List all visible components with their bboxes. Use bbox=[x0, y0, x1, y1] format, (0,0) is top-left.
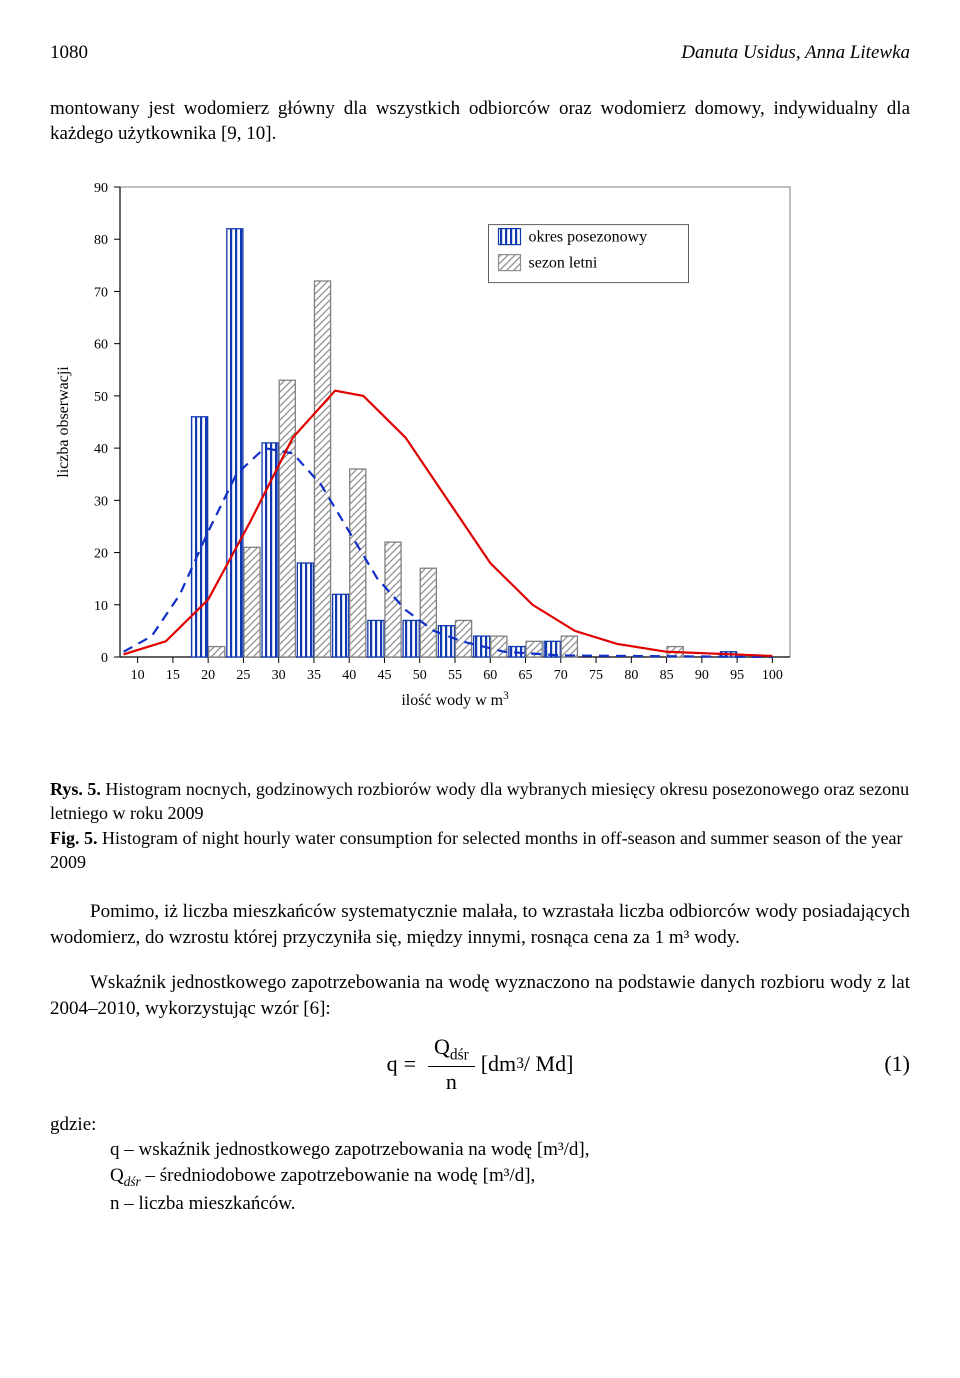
caption-rys-text: Histogram nocnych, godzinowych rozbiorów… bbox=[50, 779, 909, 823]
definitions: gdzie: q – wskaźnik jednostkowego zapotr… bbox=[50, 1112, 910, 1217]
formula-fraction: Qdśr n bbox=[428, 1032, 475, 1097]
formula-unit-open: [dm bbox=[481, 1049, 516, 1079]
svg-text:25: 25 bbox=[236, 668, 250, 683]
intro-paragraph: montowany jest wodomierz główny dla wszy… bbox=[50, 96, 910, 147]
svg-text:80: 80 bbox=[94, 233, 108, 248]
svg-text:50: 50 bbox=[94, 390, 108, 405]
svg-text:okres posezonowy: okres posezonowy bbox=[529, 229, 648, 246]
svg-text:10: 10 bbox=[94, 599, 108, 614]
svg-text:sezon letni: sezon letni bbox=[529, 255, 598, 272]
svg-text:10: 10 bbox=[131, 668, 145, 683]
svg-text:55: 55 bbox=[448, 668, 462, 683]
page-number: 1080 bbox=[50, 40, 88, 66]
svg-text:40: 40 bbox=[342, 668, 356, 683]
paragraph-3: Wskaźnik jednostkowego zapotrzebowania n… bbox=[50, 970, 910, 1021]
svg-text:45: 45 bbox=[377, 668, 391, 683]
formula-num: Q bbox=[434, 1034, 450, 1059]
svg-text:70: 70 bbox=[94, 285, 108, 300]
formula-unit-sup: 3 bbox=[516, 1054, 524, 1075]
svg-text:60: 60 bbox=[94, 338, 108, 353]
caption-rys-prefix: Rys. 5. bbox=[50, 779, 101, 799]
svg-text:100: 100 bbox=[762, 668, 783, 683]
svg-text:35: 35 bbox=[307, 668, 321, 683]
figure-caption: Rys. 5. Histogram nocnych, godzinowych r… bbox=[50, 777, 910, 874]
authors: Danuta Usidus, Anna Litewka bbox=[681, 40, 910, 66]
svg-text:20: 20 bbox=[201, 668, 215, 683]
svg-text:40: 40 bbox=[94, 442, 108, 457]
svg-text:90: 90 bbox=[94, 181, 108, 196]
svg-text:80: 80 bbox=[624, 668, 638, 683]
svg-text:30: 30 bbox=[94, 494, 108, 509]
svg-text:70: 70 bbox=[554, 668, 568, 683]
svg-text:85: 85 bbox=[660, 668, 674, 683]
svg-text:liczba obserwacji: liczba obserwacji bbox=[55, 366, 72, 478]
formula-num-sub: dśr bbox=[450, 1046, 469, 1063]
svg-text:75: 75 bbox=[589, 668, 603, 683]
formula-lhs: q bbox=[387, 1049, 398, 1079]
svg-text:90: 90 bbox=[695, 668, 709, 683]
defs-where: gdzie: bbox=[50, 1112, 910, 1138]
svg-text:65: 65 bbox=[519, 668, 533, 683]
formula: q = Qdśr n [dm3 / Md] (1) bbox=[50, 1032, 910, 1097]
svg-text:95: 95 bbox=[730, 668, 744, 683]
page-header: 1080 Danuta Usidus, Anna Litewka bbox=[50, 40, 910, 66]
formula-number: (1) bbox=[884, 1049, 910, 1079]
defs-q: q – wskaźnik jednostkowego zapotrzebowan… bbox=[50, 1137, 910, 1163]
histogram-chart: 0 10 20 30 40 50 60 70 80 90 liczba obserwacji 10 15… bbox=[50, 167, 910, 757]
formula-eq: = bbox=[404, 1049, 416, 1079]
svg-text:15: 15 bbox=[166, 668, 180, 683]
svg-text:0: 0 bbox=[101, 651, 108, 666]
formula-unit-rest: / Md] bbox=[524, 1049, 574, 1079]
caption-fig-text: Histogram of night hourly water consumpt… bbox=[50, 828, 902, 872]
svg-text:30: 30 bbox=[272, 668, 286, 683]
defs-Q: Qdśr – średniodobowe zapotrzebowanie na … bbox=[50, 1163, 910, 1191]
svg-text:50: 50 bbox=[413, 668, 427, 683]
caption-fig-prefix: Fig. 5. bbox=[50, 828, 98, 848]
defs-n: n – liczba mieszkańców. bbox=[50, 1191, 910, 1217]
svg-text:20: 20 bbox=[94, 546, 108, 561]
svg-text:60: 60 bbox=[483, 668, 497, 683]
paragraph-2: Pomimo, iż liczba mieszkańców systematyc… bbox=[50, 899, 910, 950]
formula-den: n bbox=[440, 1067, 463, 1097]
svg-text:ilość wody w m3: ilość wody w m3 bbox=[401, 690, 509, 709]
chart-svg: 0 10 20 30 40 50 60 70 80 90 liczba obserwacji 10 15… bbox=[50, 167, 810, 757]
